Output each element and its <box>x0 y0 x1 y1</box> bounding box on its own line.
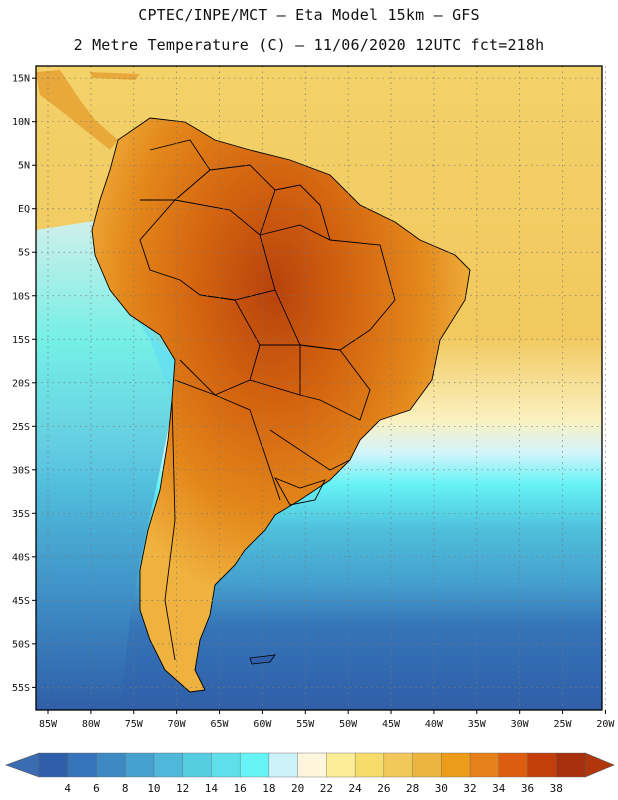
map-plot-area <box>36 66 602 710</box>
central-america-land <box>36 70 118 150</box>
colorbar-swatch <box>441 752 471 778</box>
lat-tick-label: 55S <box>12 683 30 694</box>
colorbar-label: 4 <box>64 782 71 795</box>
colorbar-label: 6 <box>93 782 100 795</box>
plot-frame <box>35 65 603 711</box>
colorbar-label: 14 <box>205 782 219 795</box>
graticule <box>36 66 606 710</box>
lon-tick-label: 45W <box>382 719 401 730</box>
latitude-axis: 15N 10N 5N EQ 5S 10S 15S 20S 25S 30S 35S 40S 45S 50S 5… <box>12 74 36 694</box>
colorbar-high-arrow <box>584 752 615 778</box>
lat-tick-label: 15S <box>12 335 30 346</box>
lat-tick-label: 40S <box>12 552 30 563</box>
colorbar-swatch <box>182 752 213 778</box>
colorbar-swatch <box>239 752 270 778</box>
colorbar-label: 18 <box>262 782 275 795</box>
lat-tick-label: 10N <box>12 117 30 128</box>
colorbar-swatch <box>354 752 385 778</box>
colorbar: 4 6 8 10 12 14 16 18 20 22 24 26 28 30 32 34 36 38 <box>5 752 615 795</box>
colorbar-swatch <box>153 752 184 778</box>
colorbar-label: 38 <box>550 782 563 795</box>
lon-tick-label: 70W <box>168 719 187 730</box>
colorbar-swatch <box>96 752 126 778</box>
lat-tick-label: 50S <box>12 639 30 650</box>
lon-tick-label: 60W <box>253 719 272 730</box>
lat-tick-label: 5N <box>18 161 30 172</box>
colorbar-label: 10 <box>147 782 160 795</box>
lat-tick-label: 25S <box>12 422 30 433</box>
lon-tick-label: 25W <box>554 719 573 730</box>
colorbar-label: 34 <box>492 782 506 795</box>
colorbar-swatch <box>211 752 241 778</box>
colorbar-label: 32 <box>463 782 476 795</box>
map-title-line2: 2 Metre Temperature (C) – 11/06/2020 12U… <box>73 36 545 54</box>
lon-tick-label: 85W <box>39 719 58 730</box>
colorbar-label: 26 <box>377 782 390 795</box>
colorbar-swatch <box>268 752 299 778</box>
colorbar-swatch <box>38 752 69 778</box>
lon-tick-label: 75W <box>125 719 144 730</box>
lon-tick-label: 30W <box>511 719 530 730</box>
colorbar-low-arrow <box>5 752 40 778</box>
lon-tick-label: 55W <box>296 719 315 730</box>
lon-tick-label: 80W <box>82 719 101 730</box>
lat-tick-label: 5S <box>18 248 30 259</box>
lat-tick-label: 10S <box>12 291 30 302</box>
colorbar-swatch <box>383 752 414 778</box>
lon-tick-label: 65W <box>210 719 229 730</box>
lat-tick-label: 30S <box>12 465 30 476</box>
colorbar-swatch <box>67 752 98 778</box>
falkland-islands <box>249 654 276 665</box>
colorbar-swatch <box>326 752 356 778</box>
colorbar-swatch <box>527 752 557 778</box>
colorbar-swatch <box>412 752 443 778</box>
lon-tick-label: 20W <box>596 719 615 730</box>
lon-tick-label: 50W <box>339 719 358 730</box>
colorbar-swatch <box>469 752 500 778</box>
colorbar-label: 24 <box>348 782 362 795</box>
pacific-cool-field <box>36 220 175 710</box>
colorbar-label: 12 <box>176 782 189 795</box>
colorbar-swatch <box>556 752 586 778</box>
lat-tick-label: 20S <box>12 378 30 389</box>
lat-tick-label: EQ <box>18 204 30 215</box>
colorbar-swatch <box>297 752 328 778</box>
colorbar-label: 28 <box>406 782 419 795</box>
lon-tick-label: 35W <box>468 719 487 730</box>
lat-tick-label: 45S <box>12 596 30 607</box>
lat-tick-label: 35S <box>12 509 30 520</box>
longitude-axis: 85W 80W 75W 70W 65W 60W 55W 50W 45W 40W 35W 30W 25W 2… <box>39 710 615 730</box>
colorbar-label: 8 <box>122 782 129 795</box>
colorbar-swatch <box>125 752 155 778</box>
colorbar-label: 36 <box>521 782 534 795</box>
lon-tick-label: 40W <box>425 719 444 730</box>
map-title-line1: CPTEC/INPE/MCT – Eta Model 15km – GFS <box>138 6 480 24</box>
colorbar-label: 30 <box>435 782 448 795</box>
colorbar-label: 16 <box>234 782 247 795</box>
colorbar-swatch <box>498 752 529 778</box>
colorbar-label: 22 <box>320 782 333 795</box>
colorbar-label: 20 <box>291 782 304 795</box>
lat-tick-label: 15N <box>12 74 30 85</box>
